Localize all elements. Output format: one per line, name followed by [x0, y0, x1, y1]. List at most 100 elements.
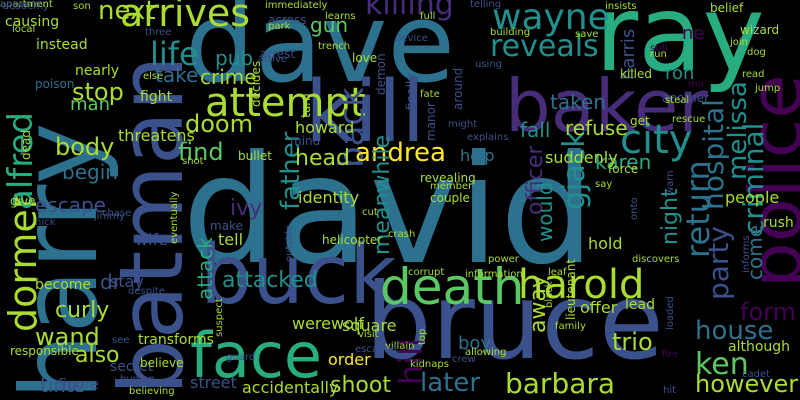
cloud-word: lead	[625, 297, 655, 313]
cloud-word: corrupt	[408, 267, 445, 278]
cloud-word: finally	[404, 73, 418, 110]
cloud-word: barbara	[505, 367, 616, 400]
cloud-word: square	[342, 316, 397, 335]
cloud-word: chase	[102, 208, 132, 219]
cloud-word: next	[98, 0, 156, 26]
cloud-word: revealing	[420, 171, 476, 185]
cloud-word: information	[465, 269, 523, 280]
cloud-word: would	[533, 182, 557, 242]
cloud-word: villain	[385, 341, 415, 352]
cloud-word: night	[658, 188, 683, 245]
cloud-word: reveals	[490, 29, 599, 64]
cloud-word: nearly	[75, 63, 119, 79]
cloud-word: fire	[662, 349, 679, 360]
cloud-word: figure	[58, 377, 99, 393]
cloud-word: kidnaps	[410, 359, 449, 370]
cloud-word: jimmy	[94, 211, 125, 222]
cloud-word: harold	[518, 262, 645, 308]
cloud-word: andrea	[355, 138, 446, 168]
cloud-word: loaded	[665, 296, 676, 330]
cloud-word: another	[662, 91, 709, 105]
cloud-word: trench	[318, 41, 351, 52]
cloud-word: despite	[128, 286, 165, 297]
cloud-word: building	[490, 27, 531, 38]
cloud-word: outside	[284, 225, 295, 262]
cloud-word: run	[650, 49, 667, 60]
cloud-word: across	[268, 13, 307, 27]
cloud-word: say	[595, 179, 613, 190]
cloud-word: might	[448, 119, 478, 130]
cloud-word: begin	[62, 160, 118, 184]
cloud-word: party	[702, 226, 735, 300]
cloud-word: ne	[682, 23, 705, 44]
cloud-word: device	[395, 33, 428, 44]
cloud-word: force	[608, 162, 639, 176]
cloud-word: stay	[110, 272, 144, 291]
cloud-word: city	[620, 117, 693, 163]
cloud-word: crime	[200, 65, 257, 89]
cloud-word: life	[150, 35, 199, 73]
cloud-word: crash	[388, 229, 416, 240]
cloud-word: demon	[374, 53, 388, 95]
cloud-word: get	[630, 114, 650, 128]
cloud-word: dave	[185, 0, 456, 107]
cloud-word: street	[190, 373, 237, 392]
cloud-word: howard	[295, 118, 355, 137]
cloud-word: lieutenant	[564, 258, 578, 320]
cloud-word: suddenly	[545, 148, 618, 167]
cloud-word: couple	[430, 191, 470, 205]
cloud-word: power	[488, 254, 519, 265]
cloud-word: apartment	[0, 0, 53, 10]
cloud-word: david	[182, 124, 595, 298]
cloud-word: threatens	[118, 126, 195, 145]
cloud-word: helicopter	[322, 233, 383, 247]
cloud-word: three	[145, 27, 172, 38]
cloud-word: wife	[135, 230, 169, 249]
cloud-word: killing	[365, 0, 454, 22]
cloud-word: family	[555, 321, 586, 332]
cloud-word: doom	[185, 110, 253, 138]
cloud-word: escape	[35, 193, 106, 217]
cloud-word: pub	[215, 46, 254, 70]
cloud-word: arrives	[120, 0, 251, 35]
cloud-word: ray	[595, 0, 765, 95]
cloud-word: find	[178, 138, 224, 166]
cloud-word: poison	[35, 77, 75, 91]
cloud-word: academy	[3, 1, 49, 12]
cloud-word: see	[112, 335, 130, 346]
cloud-word: discovers	[632, 254, 680, 265]
cloud-word: causing	[5, 14, 60, 30]
cloud-word: baker	[505, 64, 708, 148]
cloud-word: human	[120, 374, 155, 385]
cloud-word: make	[210, 219, 243, 233]
cloud-word: leaf	[548, 267, 567, 278]
cloud-word: give	[10, 194, 36, 208]
cloud-word: ron	[665, 63, 695, 84]
cloud-word: dead	[19, 130, 33, 160]
cloud-word: black	[544, 281, 555, 308]
cloud-word: guard	[226, 352, 256, 363]
cloud-word: trio	[612, 328, 653, 356]
cloud-word: form	[740, 298, 796, 326]
cloud-word: believing	[129, 386, 175, 397]
cloud-word: house	[695, 316, 774, 346]
cloud-word: local	[12, 24, 36, 35]
cloud-word: arrest	[260, 47, 296, 61]
cloud-word: full	[420, 11, 436, 22]
cloud-word: gjack	[557, 130, 592, 210]
cloud-word: offer	[580, 298, 618, 317]
cloud-word: rescue	[672, 114, 706, 125]
cloud-word: transforms	[138, 332, 214, 348]
cloud-word: still	[650, 43, 668, 54]
cloud-word: insists	[605, 1, 637, 12]
cloud-word: kill	[305, 63, 426, 162]
cloud-word: stop	[72, 78, 124, 106]
cloud-word: allowing	[465, 347, 507, 358]
cloud-word: order	[328, 350, 371, 369]
cloud-word: escaped	[355, 344, 397, 355]
cloud-word: mo	[688, 79, 704, 90]
cloud-word: werewolf	[292, 314, 364, 333]
cloud-word: fight	[140, 89, 173, 105]
cloud-word: decides	[249, 60, 263, 107]
cloud-word: face	[190, 319, 323, 392]
